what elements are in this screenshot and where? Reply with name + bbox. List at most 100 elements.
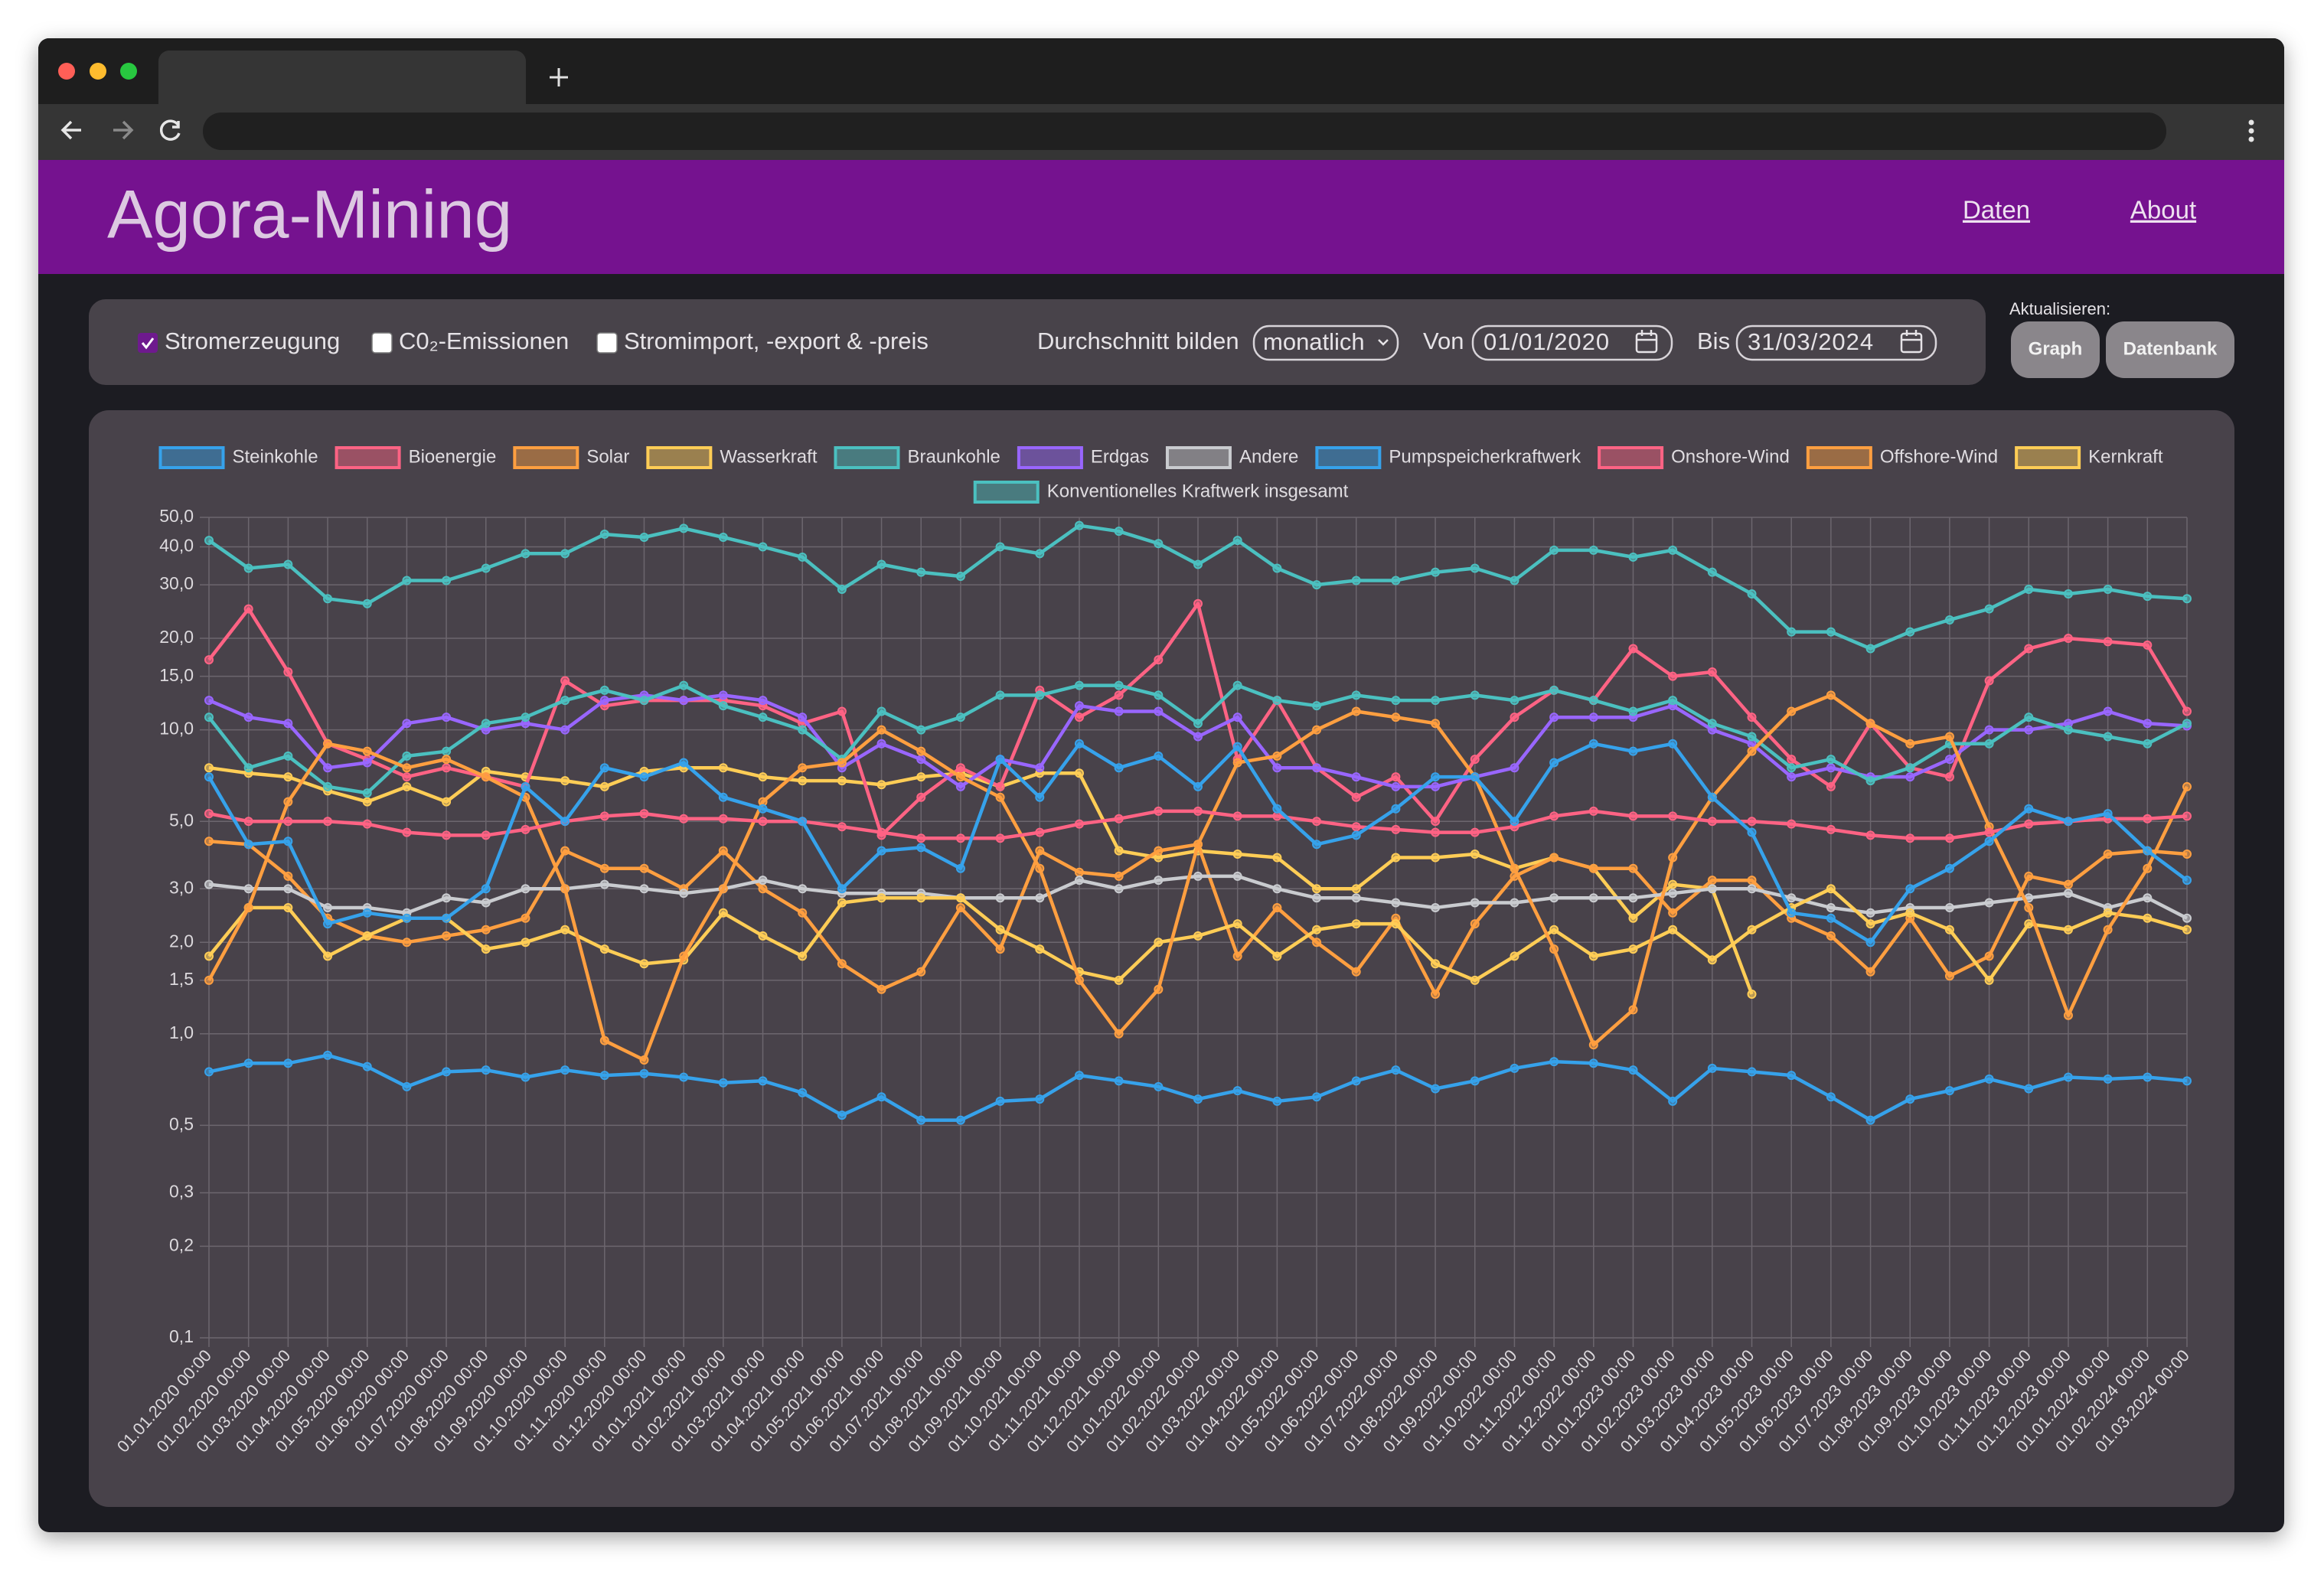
legend-item[interactable]: Offshore-Wind <box>1806 446 1998 469</box>
checkbox-label[interactable]: C0₂-Emissionen <box>399 328 569 354</box>
legend-item[interactable]: Bioenergie <box>335 446 497 469</box>
point <box>2182 781 2192 791</box>
point <box>1628 811 1638 821</box>
point <box>1074 876 1084 885</box>
point <box>1747 827 1757 837</box>
to-date-input[interactable] <box>1735 325 1937 361</box>
checkbox[interactable] <box>371 332 393 354</box>
point <box>876 725 886 735</box>
legend-item[interactable]: Andere <box>1165 446 1298 469</box>
point <box>560 1065 570 1075</box>
calendar-icon[interactable] <box>1900 330 1923 354</box>
point <box>2182 876 2192 885</box>
point <box>1391 713 1401 722</box>
legend-item[interactable]: Steinkohle <box>158 446 318 469</box>
legend-item[interactable]: Solar <box>513 446 629 469</box>
legend-label: Offshore-Wind <box>1880 446 1998 467</box>
point <box>1193 1094 1203 1104</box>
checkbox[interactable] <box>138 333 158 353</box>
point <box>955 763 965 773</box>
point <box>916 833 926 843</box>
point <box>1272 1096 1282 1106</box>
point <box>362 598 372 608</box>
point <box>1787 908 1797 918</box>
legend-item[interactable]: Wasserkraft <box>646 446 818 469</box>
point <box>283 772 293 782</box>
y-tick-label: 10,0 <box>159 719 194 739</box>
legend-label: Pumpspeicherkraftwerk <box>1389 446 1581 467</box>
close-button[interactable] <box>58 63 75 80</box>
minimize-button[interactable] <box>90 63 106 80</box>
y-tick-label: 0,5 <box>169 1114 194 1133</box>
point <box>1312 701 1322 711</box>
point <box>1944 902 1954 912</box>
checkbox[interactable] <box>596 332 618 354</box>
menu-button[interactable] <box>2248 119 2254 142</box>
nav-link[interactable]: About <box>2130 196 2196 224</box>
legend-item[interactable]: Erdgas <box>1017 446 1149 469</box>
reload-button[interactable] <box>159 119 181 141</box>
point <box>1232 742 1242 752</box>
forward-button[interactable] <box>113 120 134 140</box>
legend-item[interactable]: Konventionelles Kraftwerk insgesamt <box>973 481 1349 504</box>
back-button[interactable] <box>60 120 81 140</box>
point <box>1154 806 1164 816</box>
point <box>1668 739 1678 748</box>
point <box>1193 840 1203 850</box>
legend-item[interactable]: Onshore-Wind <box>1598 446 1790 469</box>
legend-item[interactable]: Pumpspeicherkraftwerk <box>1315 446 1581 469</box>
point <box>639 772 649 782</box>
address-bar[interactable] <box>203 113 2166 150</box>
point <box>1747 746 1757 756</box>
point <box>955 1115 965 1125</box>
average-value[interactable]: monatlich <box>1263 328 1365 355</box>
from-date-input[interactable] <box>1471 325 1673 361</box>
point <box>1944 755 1954 765</box>
tab[interactable] <box>158 51 526 104</box>
point <box>1826 781 1836 791</box>
point <box>1588 545 1598 555</box>
point <box>916 1115 926 1125</box>
point <box>402 827 412 837</box>
refresh-label: Aktualisieren: <box>2009 299 2110 318</box>
point <box>995 833 1005 843</box>
database-button-label[interactable]: Datenbank <box>2123 338 2218 359</box>
calendar-icon[interactable] <box>1635 330 1658 354</box>
checkbox-label[interactable]: Stromimport, -export & -preis <box>624 328 929 354</box>
point <box>1826 763 1836 773</box>
point <box>521 913 530 923</box>
average-select[interactable] <box>1252 325 1399 361</box>
point <box>837 776 847 786</box>
point <box>837 959 847 969</box>
point <box>837 706 847 716</box>
nav-link[interactable]: Daten <box>1963 196 2030 224</box>
maximize-button[interactable] <box>120 63 137 80</box>
point <box>283 559 293 569</box>
point <box>402 576 412 585</box>
graph-button-label[interactable]: Graph <box>2029 338 2083 359</box>
point <box>283 719 293 729</box>
point <box>442 913 452 923</box>
graph-button[interactable] <box>2011 321 2100 378</box>
legend-item[interactable]: Kernkraft <box>2015 446 2163 469</box>
point <box>837 884 847 894</box>
point <box>1826 690 1836 700</box>
to-date-value[interactable]: 31/03/2024 <box>1748 328 1874 355</box>
point <box>758 804 768 814</box>
point <box>2143 719 2153 729</box>
checkbox-label[interactable]: Stromerzeugung <box>165 328 340 354</box>
point <box>1510 696 1519 706</box>
point <box>323 594 333 604</box>
database-button[interactable] <box>2106 321 2234 378</box>
point <box>243 713 253 722</box>
new-tab-button[interactable] <box>550 68 568 86</box>
point <box>481 830 491 840</box>
point <box>1154 751 1164 761</box>
legend-item[interactable]: Braunkohle <box>834 446 1000 469</box>
from-date-value[interactable]: 01/01/2020 <box>1484 328 1610 355</box>
point <box>1549 758 1559 768</box>
point <box>1747 589 1757 599</box>
point <box>1944 615 1954 625</box>
point <box>2143 739 2153 748</box>
point <box>1984 739 1994 748</box>
